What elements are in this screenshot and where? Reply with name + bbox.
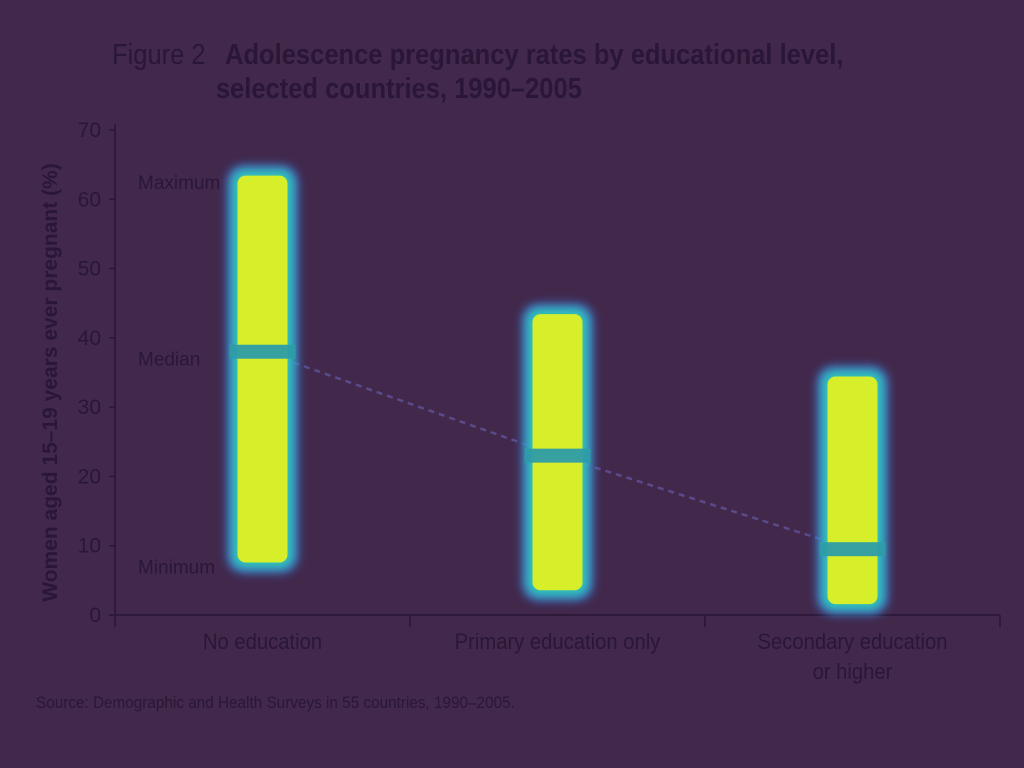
median-marker-2 <box>819 542 886 557</box>
range-bar-2 <box>827 376 878 605</box>
y-tick-label-10: 10 <box>78 535 101 558</box>
y-tick-label-20: 20 <box>78 465 101 488</box>
annotation-maximum: Maximum <box>138 173 220 194</box>
y-tick-label-70: 70 <box>78 119 101 142</box>
y-axis-label: Women aged 15–19 years ever pregnant (%) <box>39 163 62 601</box>
y-tick-label-60: 60 <box>78 188 101 211</box>
annotation-median: Median <box>138 350 200 371</box>
chart-title: Figure 2 Adolescence pregnancy rates by … <box>112 38 843 106</box>
source-note: Source: Demographic and Health Surveys i… <box>36 693 515 712</box>
title-line-2: selected countries, 1990–2005 <box>215 73 582 105</box>
title-line-1: Adolescence pregnancy rates by education… <box>225 39 844 71</box>
median-marker-0 <box>229 344 296 359</box>
category-label-0-0: No education <box>203 630 322 654</box>
y-tick-label-30: 30 <box>78 396 101 419</box>
category-label-1-0: Primary education only <box>455 630 661 654</box>
annotation-minimum: Minimum <box>138 558 215 579</box>
y-tick-label-50: 50 <box>78 258 101 281</box>
y-tick-label-40: 40 <box>78 327 101 350</box>
category-label-2-0: Secondary education <box>757 630 947 654</box>
median-marker-1 <box>524 448 591 463</box>
y-tick-label-0: 0 <box>89 604 101 627</box>
figure-label: Figure 2 <box>112 39 206 71</box>
range-bar-0 <box>237 175 288 563</box>
category-label-2-1: or higher <box>813 660 893 684</box>
